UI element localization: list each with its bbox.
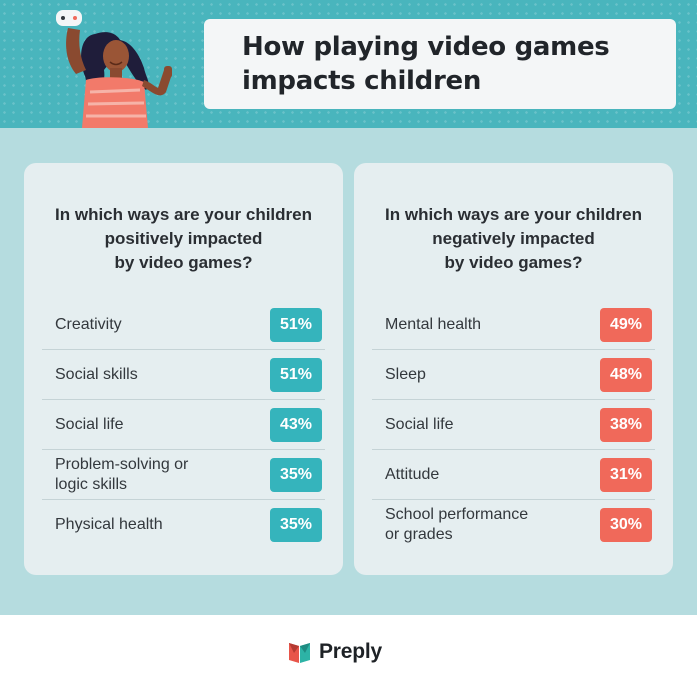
table-row: Creativity 51%: [42, 300, 325, 350]
preply-logo-icon: [289, 643, 310, 663]
row-label-line: Problem-solving or: [55, 455, 189, 473]
percent-badge: 30%: [600, 508, 652, 542]
positive-impact-panel: In which ways are your children positive…: [24, 163, 343, 575]
table-row: Social life 38%: [372, 400, 655, 450]
negative-question: In which ways are your children negative…: [354, 203, 673, 275]
percent-badge: 51%: [270, 357, 322, 392]
percent-badge: 48%: [600, 357, 652, 392]
row-label-line: Sleep: [385, 365, 426, 383]
row-label: Attitude: [385, 465, 575, 485]
negative-impact-panel: In which ways are your children negative…: [354, 163, 673, 575]
question-line: by video games?: [444, 253, 583, 272]
row-label-line: Attitude: [385, 465, 440, 483]
row-label: School performance or grades: [385, 505, 575, 545]
row-label-line: Social life: [55, 415, 124, 433]
question-line: In which ways are your children: [55, 205, 312, 224]
percent-badge: 35%: [270, 508, 322, 542]
table-row: Mental health 49%: [372, 300, 655, 350]
positive-rows: Creativity 51% Social skills 51% Social …: [42, 300, 325, 550]
row-label: Creativity: [55, 315, 245, 335]
brand-name: Preply: [319, 640, 382, 663]
row-label: Social life: [55, 415, 245, 435]
title-box: How playing video games impacts children: [204, 19, 676, 109]
girl-with-controller-illustration: [56, 10, 172, 128]
percent-badge: 49%: [600, 307, 652, 342]
table-row: School performance or grades 30%: [372, 500, 655, 550]
row-label-line: School performance: [385, 506, 529, 523]
row-label: Sleep: [385, 365, 575, 385]
footer: [0, 615, 697, 690]
preply-logo[interactable]: Preply: [287, 639, 382, 665]
percent-badge: 38%: [600, 407, 652, 442]
table-row: Problem-solving or logic skills 35%: [42, 450, 325, 500]
row-label-line: logic skills: [55, 475, 128, 493]
table-row: Attitude 31%: [372, 450, 655, 500]
question-line: positively impacted: [104, 229, 263, 248]
table-row: Physical health 35%: [42, 500, 325, 550]
row-label-line: Social skills: [55, 365, 138, 383]
question-line: In which ways are your children: [385, 205, 642, 224]
row-label: Social skills: [55, 365, 245, 385]
table-row: Social skills 51%: [42, 350, 325, 400]
percent-badge: 35%: [270, 457, 322, 492]
row-label: Social life: [385, 415, 575, 435]
row-label-line: Mental health: [385, 315, 482, 333]
page-title: How playing video games impacts children: [242, 30, 676, 98]
negative-rows: Mental health 49% Sleep 48% Social life …: [372, 300, 655, 550]
question-line: negatively impacted: [432, 229, 595, 248]
row-label: Mental health: [385, 315, 575, 335]
row-label-line: or grades: [385, 526, 453, 543]
percent-badge: 51%: [270, 307, 322, 342]
row-label-line: Creativity: [55, 315, 122, 333]
percent-badge: 31%: [600, 457, 652, 492]
table-row: Social life 43%: [42, 400, 325, 450]
title-line: How playing video games: [242, 32, 610, 62]
question-line: by video games?: [114, 253, 253, 272]
positive-question: In which ways are your children positive…: [24, 203, 343, 275]
percent-badge: 43%: [270, 407, 322, 442]
row-label: Problem-solving or logic skills: [55, 455, 245, 495]
table-row: Sleep 48%: [372, 350, 655, 400]
row-label-line: Social life: [385, 415, 454, 433]
title-line: impacts children: [242, 66, 482, 96]
row-label: Physical health: [55, 515, 245, 535]
row-label-line: Physical health: [55, 516, 163, 533]
